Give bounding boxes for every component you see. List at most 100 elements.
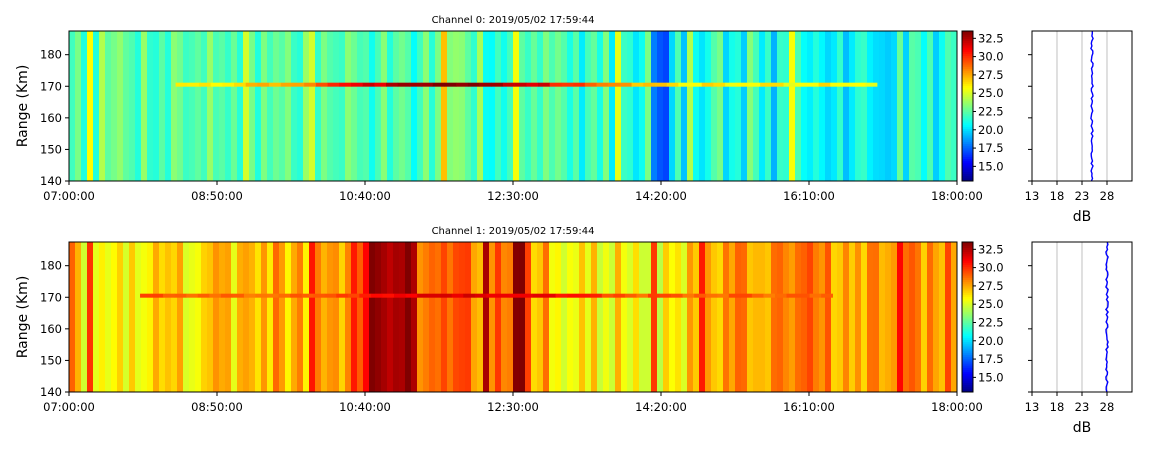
colorbar-cell bbox=[962, 79, 973, 83]
y-tick-label: 160 bbox=[40, 111, 62, 125]
colorbar-cell bbox=[962, 320, 973, 324]
heatmap-cell bbox=[381, 242, 388, 392]
echo-band bbox=[786, 293, 799, 298]
heatmap-cell bbox=[411, 242, 418, 392]
heatmap-cell bbox=[117, 242, 124, 392]
heatmap-cell bbox=[309, 31, 316, 181]
heatmap-cell bbox=[759, 31, 766, 181]
heatmap-cell bbox=[285, 242, 292, 392]
heatmap-cell bbox=[867, 31, 874, 181]
heatmap-cell bbox=[855, 31, 862, 181]
heatmap-cell bbox=[777, 242, 784, 392]
heatmap-cell bbox=[387, 31, 394, 181]
heatmap-cell bbox=[249, 31, 256, 181]
heatmap-cell bbox=[555, 31, 562, 181]
colorbar-cell bbox=[962, 373, 973, 376]
y-tick-label: 180 bbox=[40, 48, 62, 62]
y-tick-label: 160 bbox=[40, 322, 62, 336]
colorbar-cell bbox=[962, 132, 973, 135]
colorbar-cell bbox=[962, 109, 973, 113]
heatmap-cell bbox=[555, 242, 562, 392]
colorbar-cell bbox=[962, 362, 973, 365]
echo-band bbox=[795, 82, 808, 87]
heatmap-cell bbox=[615, 242, 622, 392]
colorbar-cell bbox=[962, 160, 973, 163]
colorbar-cell bbox=[962, 350, 973, 354]
echo-band bbox=[728, 293, 741, 298]
channel-0-colorbar: 15.0 17.5 20.0 22.5 25.0 27.5 30.0 32.5 bbox=[961, 30, 1004, 182]
heatmap-cell bbox=[285, 31, 292, 181]
heatmap-cell bbox=[543, 31, 550, 181]
heatmap-cell bbox=[207, 242, 214, 392]
noise-profile-line bbox=[1104, 241, 1109, 393]
heatmap-cell bbox=[171, 242, 178, 392]
colorbar-cell bbox=[962, 124, 973, 128]
heatmap-cell bbox=[423, 242, 430, 392]
echo-band bbox=[502, 82, 515, 87]
echo-band bbox=[267, 293, 279, 298]
channel-1-noise-profile: 13 18 23 28 bbox=[1025, 241, 1133, 414]
heatmap-cell bbox=[951, 242, 958, 392]
heatmap-cell bbox=[915, 242, 922, 392]
echo-band bbox=[694, 293, 706, 298]
heatmap-cell bbox=[543, 242, 550, 392]
echo-band bbox=[280, 82, 293, 87]
heatmap-cell bbox=[297, 242, 304, 392]
heatmap-cell bbox=[453, 242, 460, 392]
heatmap-cell bbox=[291, 31, 298, 181]
heatmap-cell bbox=[651, 242, 658, 392]
colorbar-cell bbox=[962, 173, 973, 176]
heatmap-cell bbox=[369, 242, 376, 392]
heatmap-cell bbox=[633, 31, 640, 181]
colorbar-cell bbox=[962, 243, 973, 247]
echo-band bbox=[643, 82, 656, 87]
colorbar-cell bbox=[962, 137, 973, 141]
heatmap-cell bbox=[621, 242, 628, 392]
colorbar-cell bbox=[962, 46, 973, 49]
colorbar-cell bbox=[962, 296, 973, 299]
heatmap-cell bbox=[435, 242, 442, 392]
heatmap-cell bbox=[861, 242, 868, 392]
echo-band bbox=[421, 82, 434, 87]
colorbar-cell bbox=[962, 365, 973, 369]
colorbar-cell bbox=[962, 279, 973, 282]
heatmap-cell bbox=[903, 31, 910, 181]
colorbar-cell bbox=[962, 36, 973, 40]
colorbar-cell bbox=[962, 76, 973, 79]
echo-band bbox=[783, 82, 796, 87]
echo-band bbox=[717, 293, 730, 298]
echo-band bbox=[608, 82, 621, 87]
heatmap-cell bbox=[303, 31, 310, 181]
heatmap-cell bbox=[573, 242, 580, 392]
heatmap-cell bbox=[267, 242, 274, 392]
colorbar-tick-label: 32.5 bbox=[978, 242, 1004, 256]
echo-band bbox=[619, 82, 632, 87]
heatmap-cell bbox=[177, 31, 184, 181]
heatmap-cell bbox=[93, 31, 100, 181]
heatmap-cell bbox=[225, 31, 232, 181]
channel-1-title: Channel 1: 2019/05/02 17:59:44 bbox=[432, 226, 595, 237]
echo-band bbox=[760, 82, 773, 87]
heatmap-cell bbox=[639, 242, 646, 392]
heatmap-cell bbox=[813, 31, 820, 181]
echo-band bbox=[347, 293, 360, 298]
heatmap-cell bbox=[321, 242, 328, 392]
y-tick-label: 170 bbox=[40, 290, 62, 304]
heatmap-cell bbox=[729, 242, 736, 392]
echo-band bbox=[865, 82, 878, 87]
heatmap-cell bbox=[231, 31, 238, 181]
heatmap-cell bbox=[141, 242, 148, 392]
heatmap-cell bbox=[69, 242, 76, 392]
colorbar-cell bbox=[962, 268, 973, 271]
colorbar-cell bbox=[962, 255, 973, 258]
heatmap-cell bbox=[873, 31, 880, 181]
heatmap-cell bbox=[921, 31, 928, 181]
echo-band bbox=[666, 82, 679, 87]
heatmap-cell bbox=[867, 242, 874, 392]
colorbar-cell bbox=[962, 303, 973, 307]
heatmap-cell bbox=[507, 242, 514, 392]
heatmap-cell bbox=[567, 242, 574, 392]
heatmap-cell bbox=[183, 31, 190, 181]
colorbar-cell bbox=[962, 345, 973, 348]
heatmap-cell bbox=[207, 31, 214, 181]
